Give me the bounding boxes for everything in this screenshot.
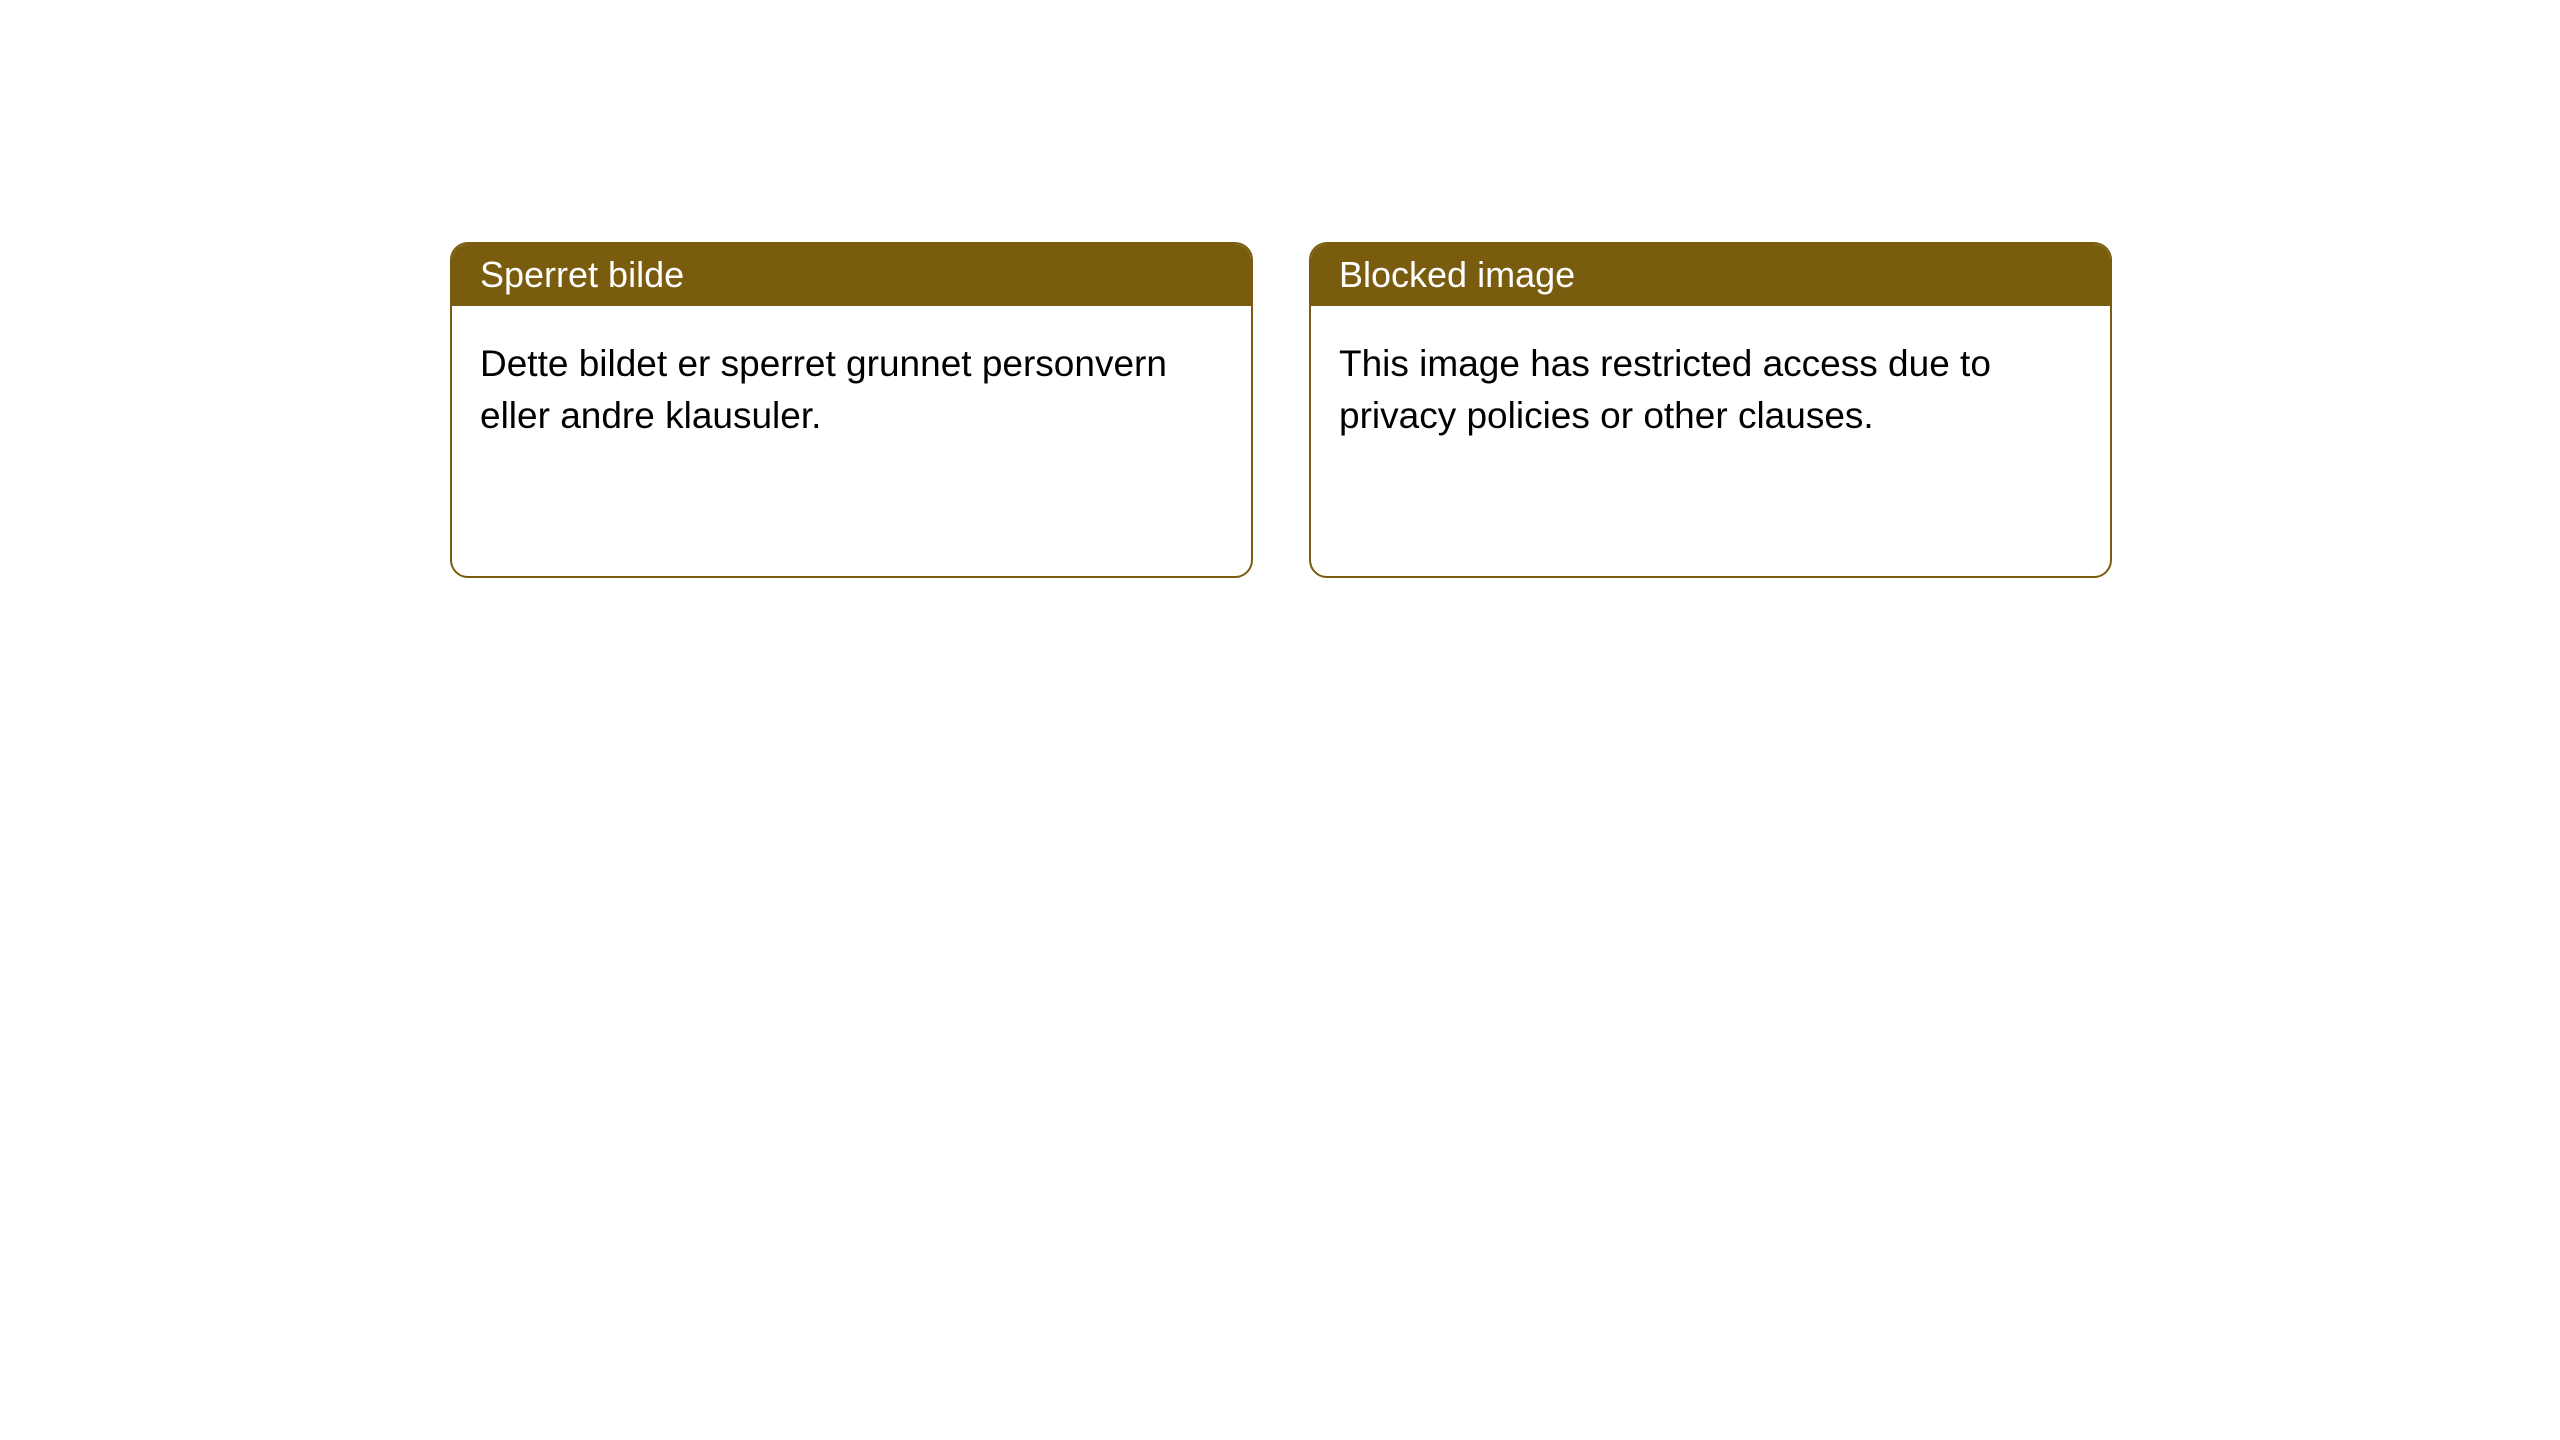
blocked-image-card-no: Sperret bilde Dette bildet er sperret gr…: [450, 242, 1253, 578]
blocked-image-card-en: Blocked image This image has restricted …: [1309, 242, 2112, 578]
card-body-en: This image has restricted access due to …: [1311, 306, 2110, 474]
card-body-no: Dette bildet er sperret grunnet personve…: [452, 306, 1251, 474]
card-header-no: Sperret bilde: [452, 244, 1251, 306]
blocked-image-cards: Sperret bilde Dette bildet er sperret gr…: [450, 242, 2560, 578]
card-header-en: Blocked image: [1311, 244, 2110, 306]
